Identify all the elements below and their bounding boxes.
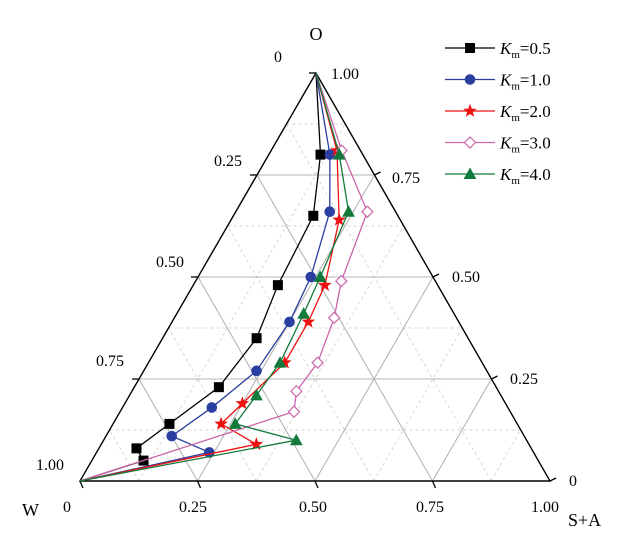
grid-line-w [286,123,492,482]
data-point [272,280,283,291]
grid-line-w [227,225,375,482]
legend-item: Km=4.0 [445,165,551,187]
legend: Km=0.5 Km=1.0 Km=2.0 Km=3.0 Km=4.0 [445,39,551,187]
sa-tick-050: 0.50 [452,269,480,286]
data-point [273,356,287,368]
grid-line-sa [490,429,522,482]
tick-mark-w [196,480,202,489]
data-point [361,205,374,219]
grid-line-w [197,276,316,482]
sa-tick-025: 0.25 [510,371,538,388]
tick-mark-w [431,480,437,489]
series-line [79,72,322,482]
legend-marker [463,103,477,117]
legend-label: Km=1.0 [499,71,551,93]
series-1 [79,72,336,482]
grid-line-sa [373,327,463,482]
data-point [251,333,262,344]
legend-item: Km=3.0 [445,134,551,156]
legend-label: Km=4.0 [499,165,551,187]
tick-mark-sa [491,375,498,380]
tick-mark-w [314,480,319,489]
data-point [289,433,303,446]
grid-line-sa [314,276,434,482]
legend-label: Km=0.5 [499,39,551,61]
legend-marker [463,167,477,179]
legend-label: Km=3.0 [499,134,551,156]
tick-mark-sa [549,477,557,482]
data-point [284,316,295,328]
data-point [332,148,346,160]
data-point [301,314,316,328]
data-point [332,212,346,226]
data-point [324,206,336,218]
grid-line-w [168,327,257,482]
series-3 [79,72,374,482]
legend-marker [463,136,477,149]
tick-mark-sa [432,273,440,278]
legend-marker [465,43,475,53]
data-point [327,311,341,325]
data-point [342,205,355,217]
data-point [318,278,332,291]
o-tick-0: 0 [274,49,282,66]
grid-line-w [109,429,140,482]
data-point [228,417,242,429]
series-line [79,72,331,482]
legend-item: Km=1.0 [445,71,551,93]
o-tick-075: 0.75 [96,353,124,370]
data-point [206,402,218,413]
corner-label-sa: S+A [568,510,601,530]
sa-tick-100: 1.00 [331,66,359,83]
sa-tick-0: 0 [569,473,577,490]
data-point [214,416,228,430]
data-point [305,271,317,283]
legend-marker [464,74,476,85]
data-point [313,270,327,282]
tick-mark-sa [374,171,381,176]
data-point [334,274,348,288]
grid-line-sa [432,378,492,482]
w-tick-025: 0.25 [179,499,207,516]
data-point [251,365,262,377]
grid-line-sa [255,225,405,482]
data-point [166,430,178,442]
data-point [287,405,301,418]
data-point [250,388,263,401]
data-point [164,418,175,429]
o-tick-025: 0.25 [214,153,242,170]
data-point [235,396,250,410]
w-tick-0: 0 [63,499,71,516]
data-point [290,384,303,398]
w-tick-100: 1.00 [531,499,559,516]
grid-line-w [138,378,198,482]
data-point [315,149,326,160]
corner-label-w: W [22,500,39,520]
data-point [213,382,224,393]
o-tick-050: 0.50 [156,254,184,271]
data-point [308,210,319,221]
data-point [311,356,324,370]
series-line [79,72,340,482]
w-tick-075: 0.75 [416,499,444,516]
data-point [131,443,142,454]
legend-item: Km=2.0 [445,102,551,124]
tick-marks [79,72,557,489]
corner-label-o: O [310,24,323,44]
sa-tick-075: 0.75 [392,170,420,187]
tick-mark-w [79,480,84,489]
data-series [79,72,374,482]
data-point [249,437,264,451]
legend-item: Km=0.5 [445,39,551,61]
series-line [79,72,350,482]
series-4 [79,72,355,482]
w-tick-050: 0.50 [299,499,327,516]
legend-label: Km=2.0 [499,102,551,124]
data-point [297,307,311,319]
o-tick-100: 1.00 [36,457,64,474]
